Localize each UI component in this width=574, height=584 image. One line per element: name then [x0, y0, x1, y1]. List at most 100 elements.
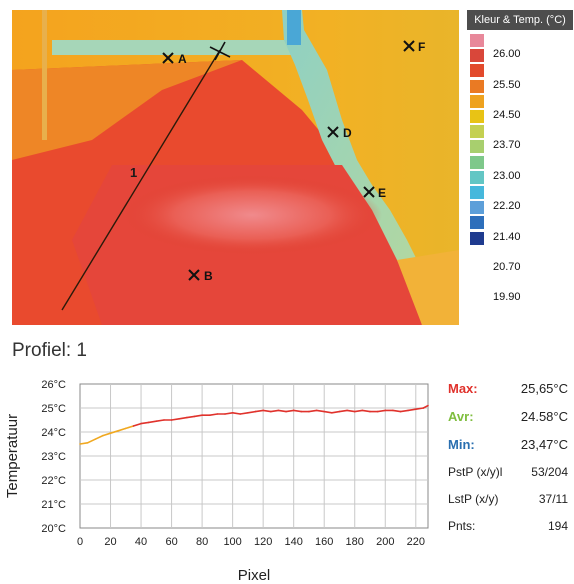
series-segment	[132, 422, 142, 427]
lstp-label: LstP (x/y)	[448, 492, 499, 506]
x-tick-label: 20	[104, 536, 116, 548]
color-scale-label: 21.40	[493, 230, 521, 243]
color-scale-label: 25.50	[493, 78, 521, 91]
series-segment	[323, 410, 333, 414]
profile-line-label: 1	[130, 165, 137, 180]
marker-a[interactable]: A	[162, 52, 187, 66]
series-segment	[361, 409, 371, 413]
color-scale-swatch	[470, 231, 484, 245]
x-tick-label: 60	[165, 536, 177, 548]
series-segment	[422, 404, 429, 409]
y-tick-label: 21°C	[41, 499, 66, 511]
series-segment	[399, 409, 409, 413]
max-value: 25,65°C	[520, 381, 568, 396]
series-segment	[224, 411, 234, 415]
thermal-image: 1 A B D E F	[12, 10, 459, 325]
x-axis-label: Pixel	[238, 567, 271, 584]
series-segment	[414, 407, 425, 411]
color-scale-swatch	[470, 34, 484, 47]
color-scale-label: 22.20	[493, 200, 521, 213]
marker-f[interactable]: F	[403, 40, 425, 54]
color-scale-swatch	[470, 125, 484, 139]
color-scale-swatch	[470, 201, 484, 215]
series-segment	[392, 409, 402, 413]
color-scale-label: 19.90	[493, 291, 521, 304]
min-value: 23,47°C	[520, 437, 568, 452]
color-scale-label: 23.70	[493, 139, 521, 152]
series-segment	[178, 416, 188, 420]
series-line	[79, 404, 429, 445]
marker-e[interactable]: E	[363, 186, 386, 200]
pnts-label: Pnts:	[448, 519, 476, 533]
series-segment	[109, 429, 119, 434]
series-segment	[155, 419, 165, 423]
marker-b-label: B	[204, 269, 213, 283]
color-scale-label: 26.00	[493, 48, 521, 61]
series-segment	[239, 411, 249, 415]
series-segment	[254, 409, 264, 413]
profile-line	[61, 49, 221, 311]
x-tick-label: 160	[315, 536, 333, 548]
series-segment	[407, 408, 417, 412]
series-segment	[124, 425, 135, 430]
color-scale-swatch	[470, 216, 484, 230]
series-segment	[79, 442, 89, 445]
series-segment	[208, 413, 219, 417]
color-scale-swatch	[470, 64, 484, 78]
color-scale-swatch	[470, 49, 484, 63]
y-axis-label: Temperatuur	[4, 414, 21, 498]
marker-d-label: D	[343, 126, 352, 140]
profile-end-cursor	[209, 41, 231, 61]
marker-b[interactable]: B	[188, 269, 213, 283]
color-scale-swatch	[470, 155, 484, 169]
series-segment	[140, 421, 150, 425]
series-segment	[338, 409, 348, 413]
y-tick-label: 22°C	[41, 475, 66, 487]
y-tick-label: 20°C	[41, 523, 66, 535]
x-tick-label: 140	[285, 536, 303, 548]
pnts-value: 194	[547, 519, 568, 533]
series-segment	[170, 417, 181, 421]
y-tick-label: 24°C	[41, 427, 66, 439]
color-scale-label: 20.70	[493, 261, 521, 273]
max-label: Max:	[448, 381, 478, 396]
x-tick-label: 0	[77, 536, 83, 548]
x-tick-label: 120	[254, 536, 272, 548]
color-scale-title: Kleur & Temp. (°C)	[467, 10, 573, 30]
color-scale-swatch	[470, 140, 484, 154]
min-label: Min:	[448, 437, 475, 452]
series-segment	[147, 420, 158, 424]
avg-label: Avr:	[448, 409, 474, 424]
y-axis-ticks: 20°C 21°C 22°C 23°C 24°C 25°C 26°C	[41, 379, 66, 535]
color-scale-swatch	[470, 170, 484, 184]
x-tick-label: 180	[346, 536, 364, 548]
series-segment	[186, 415, 196, 419]
series-segment	[269, 409, 280, 413]
avg-value: 24.58°C	[520, 409, 568, 424]
marker-a-label: A	[178, 52, 187, 66]
color-scale-swatch	[470, 94, 484, 108]
series-segment	[315, 409, 326, 413]
series-segment	[346, 409, 356, 413]
series-segment	[94, 434, 104, 440]
marker-d[interactable]: D	[327, 126, 352, 140]
series-segment	[308, 409, 318, 413]
series-segment	[353, 409, 364, 413]
lstp-value: 37/11	[538, 492, 568, 506]
series-segment	[262, 409, 272, 413]
y-tick-label: 23°C	[41, 451, 66, 463]
color-scale-swatch	[470, 186, 484, 199]
grid-lines	[80, 384, 428, 528]
thermal-image-canvas: 1 A B D E F	[12, 10, 459, 325]
pstp-label: PstP (x/y)l	[448, 465, 503, 479]
series-segment	[292, 409, 303, 413]
x-tick-label: 80	[196, 536, 208, 548]
series-segment	[285, 409, 295, 413]
y-tick-label: 26°C	[41, 379, 66, 391]
x-tick-label: 40	[135, 536, 147, 548]
x-axis-ticks: 0 20 40 60 80 100 120 140 160 180 200 220	[77, 536, 425, 548]
color-scale-swatch	[470, 110, 484, 123]
marker-f-label: F	[418, 40, 425, 54]
color-scale-label: 23.00	[493, 169, 521, 182]
series-segment	[247, 410, 257, 414]
